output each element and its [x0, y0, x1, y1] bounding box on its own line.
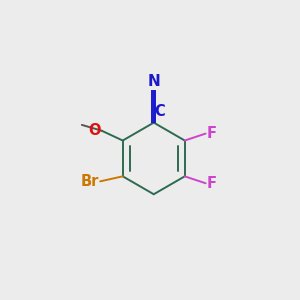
Text: F: F: [206, 126, 217, 141]
Text: O: O: [88, 123, 101, 138]
Text: C: C: [155, 104, 165, 119]
Text: Br: Br: [81, 174, 99, 189]
Text: N: N: [147, 74, 160, 89]
Text: F: F: [206, 176, 217, 191]
